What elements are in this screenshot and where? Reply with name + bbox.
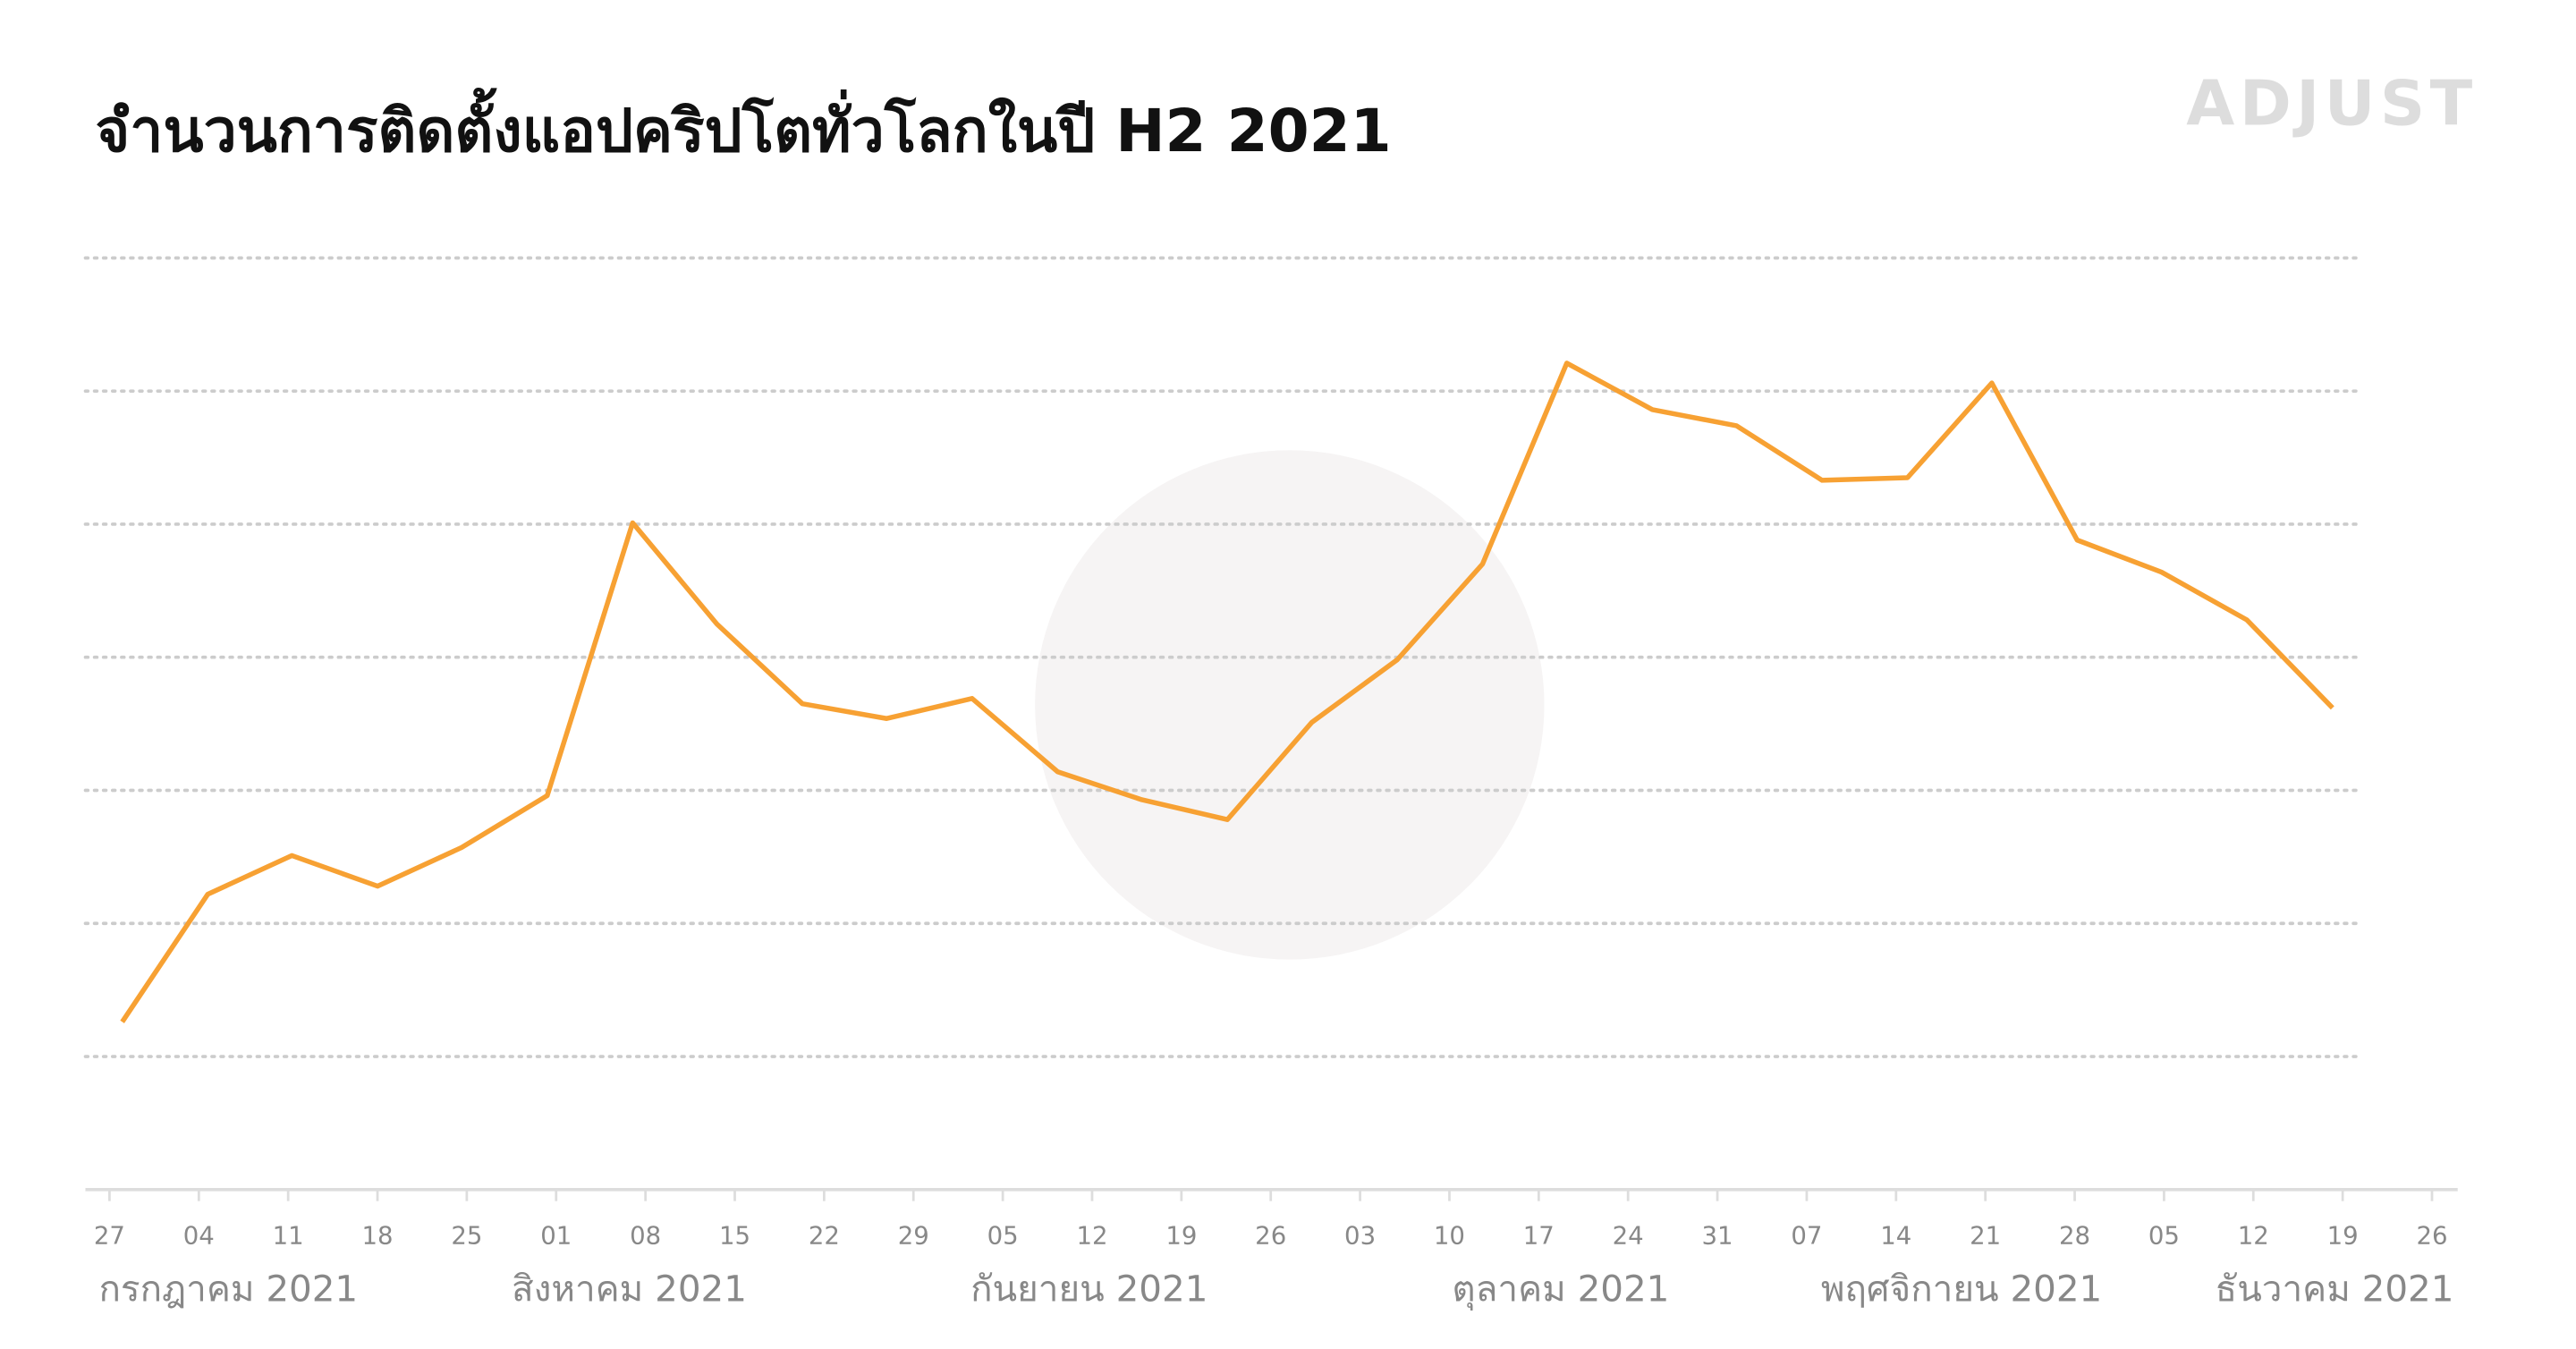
month-label: กันยายน 2021	[970, 1268, 1208, 1311]
x-tick-label: 01	[540, 1221, 572, 1250]
x-tick-label: 04	[183, 1221, 215, 1250]
x-tick-label: 12	[1076, 1221, 1107, 1250]
x-tick-label: 28	[2059, 1221, 2090, 1250]
month-label: กรกฎาคม 2021	[98, 1268, 358, 1311]
x-tick-label: 18	[361, 1221, 393, 1250]
watermark	[1035, 450, 1545, 960]
line	[120, 361, 2334, 1023]
x-tick-label: 26	[1255, 1221, 1286, 1250]
month-label: ตุลาคม 2021	[1452, 1268, 1669, 1311]
chart-title: จำนวนการติดตั้งแอปคริปโตทั่วโลกในปี H2 2…	[96, 87, 1392, 165]
x-tick-label: 12	[2238, 1221, 2269, 1250]
x-tick-label: 21	[1970, 1221, 2001, 1250]
month-label: สิงหาคม 2021	[512, 1268, 747, 1311]
logo: ADJUST	[2186, 68, 2477, 140]
x-tick-label: 17	[1523, 1221, 1555, 1250]
x-tick-label: 29	[898, 1221, 929, 1250]
month-label: ธันวาคม 2021	[2216, 1268, 2454, 1311]
x-tick-label: 19	[1165, 1221, 1197, 1250]
x-tick-label: 24	[1613, 1221, 1644, 1250]
x-tick-label: 07	[1791, 1221, 1822, 1250]
x-tick-label: 11	[273, 1221, 304, 1250]
x-tick-label: 22	[809, 1221, 840, 1250]
x-tick-label: 27	[94, 1221, 125, 1250]
x-tick-label: 19	[2327, 1221, 2359, 1250]
month-label: พฤศจิกายน 2021	[1821, 1268, 2102, 1311]
x-tick-label: 10	[1434, 1221, 1465, 1250]
x-tick-label: 15	[719, 1221, 750, 1250]
x-tick-label: 03	[1344, 1221, 1376, 1250]
x-tick-label: 25	[451, 1221, 482, 1250]
x-tick-label: 31	[1702, 1221, 1733, 1250]
x-tick-label: 14	[1880, 1221, 1911, 1250]
x-tick-label: 05	[987, 1221, 1019, 1250]
x-tick-label: 26	[2416, 1221, 2447, 1250]
x-tick-label: 05	[2148, 1221, 2180, 1250]
x-tick-label: 08	[630, 1221, 661, 1250]
